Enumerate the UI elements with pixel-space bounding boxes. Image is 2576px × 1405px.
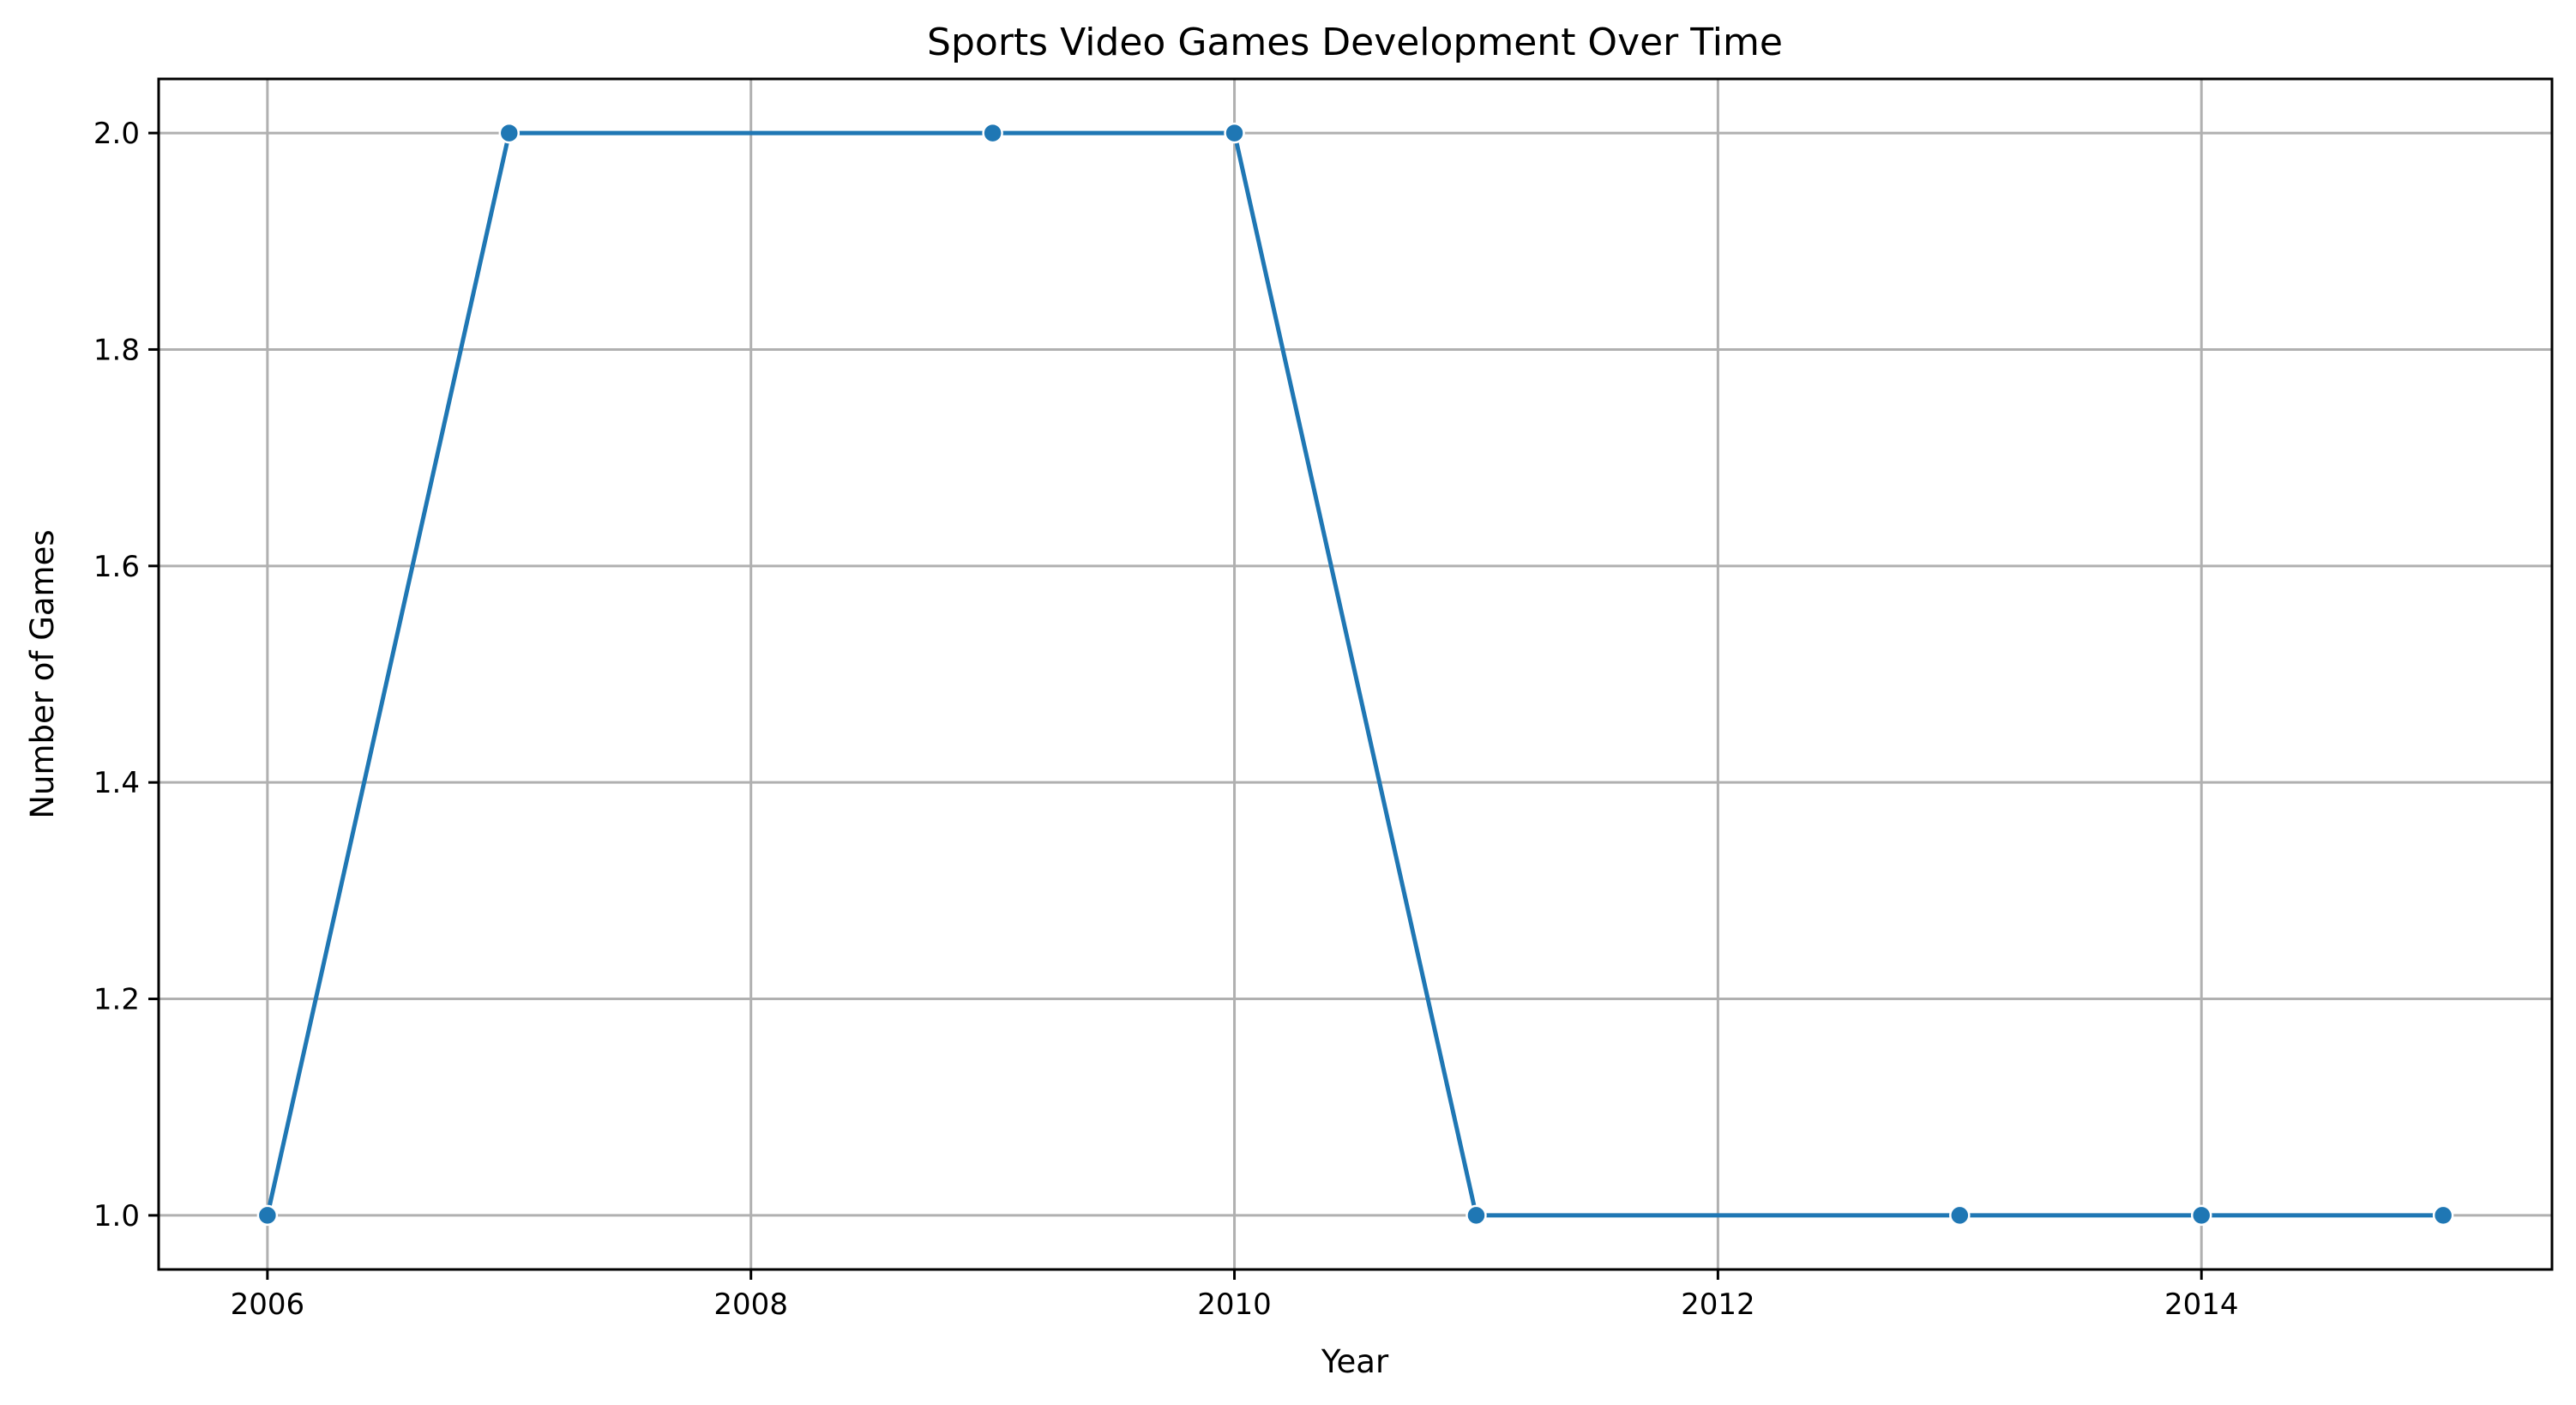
y-tick-label: 1.4 [93,766,140,800]
y-axis-label: Number of Games [24,529,61,818]
x-axis-label: Year [1321,1343,1389,1380]
x-tick-label: 2008 [713,1287,788,1322]
chart-title: Sports Video Games Development Over Time [927,21,1783,64]
plot-frame [157,77,2554,1271]
data-point [2432,1204,2454,1227]
y-tick-label: 1.2 [93,983,140,1017]
y-tick-label: 1.8 [93,333,140,367]
y-tick-label: 2.0 [93,117,140,151]
data-point [1466,1204,1487,1227]
data-point [256,1204,279,1227]
data-point [2190,1204,2212,1227]
series-layer [256,122,2454,1227]
axis-ticks: 2006 2008 2010 2012 2014 1.0 1.2 1.4 1.6 1.8 2.0 [93,117,2239,1322]
x-tick-label: 2012 [1681,1287,1755,1322]
data-point [498,122,521,144]
data-point [1949,1204,1971,1227]
y-tick-label: 1.6 [93,550,140,584]
y-tick-label: 1.0 [93,1199,140,1233]
x-tick-label: 2006 [231,1287,305,1322]
data-point [1224,122,1245,144]
x-tick-label: 2014 [2164,1287,2239,1322]
series-line [265,130,2444,1218]
data-point [982,122,1003,144]
x-tick-label: 2010 [1197,1287,1272,1322]
